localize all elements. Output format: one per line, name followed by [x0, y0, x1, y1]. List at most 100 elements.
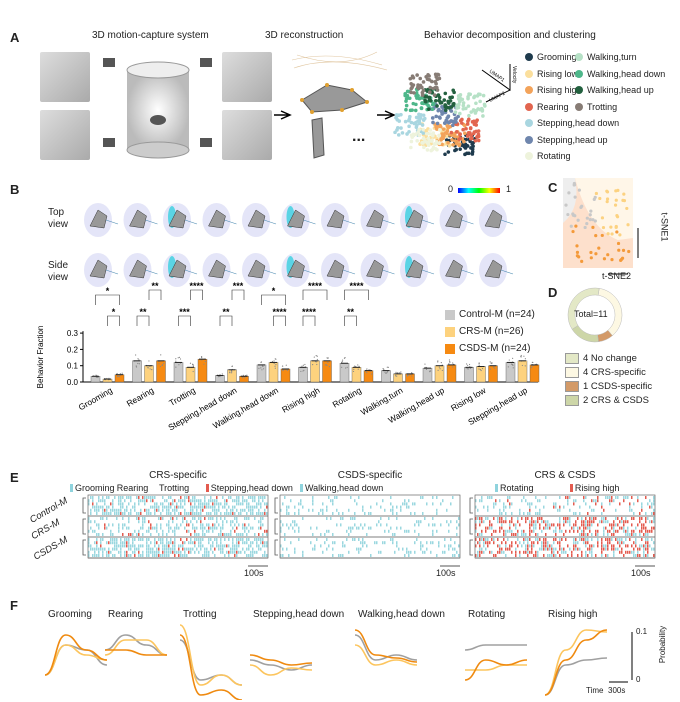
legend-label: Rising high	[537, 85, 582, 95]
ethogram-event	[172, 508, 174, 512]
ethogram-event	[204, 533, 206, 536]
ethogram-event	[240, 550, 242, 554]
ethogram-event	[527, 547, 529, 551]
ethogram-event	[168, 526, 170, 530]
ethogram-event	[615, 496, 617, 499]
ethogram-event	[487, 508, 489, 512]
behavior-title: Stepping,head down	[253, 609, 345, 620]
ethogram-event	[108, 550, 110, 554]
ethogram-event	[260, 541, 262, 545]
umap-point	[438, 116, 442, 120]
ethogram-event	[559, 526, 561, 530]
data-point	[357, 364, 359, 366]
significance-bracket	[219, 315, 233, 326]
ethogram-event	[493, 538, 495, 541]
ethogram-event	[88, 529, 90, 533]
tsne-point	[577, 188, 581, 192]
ethogram-event	[475, 526, 477, 530]
ethogram-event	[477, 508, 479, 512]
ethogram-event	[232, 550, 234, 554]
data-point	[301, 365, 303, 367]
ethogram-event	[380, 505, 382, 509]
umap-point	[433, 85, 438, 90]
ethogram-event	[246, 547, 248, 551]
ethogram-event	[264, 541, 266, 545]
ethogram-event	[635, 533, 637, 536]
umap-point	[443, 91, 448, 96]
ethogram-event	[294, 550, 296, 554]
ethogram-event	[118, 512, 120, 515]
ethogram-event	[168, 554, 170, 557]
ethogram-event	[230, 520, 232, 524]
ethogram-event	[358, 547, 360, 551]
ethogram-event	[410, 550, 412, 554]
tsne-point	[613, 203, 618, 207]
ethogram-event	[148, 547, 150, 551]
ethogram-event	[505, 520, 507, 524]
ethogram-event	[216, 508, 218, 512]
data-point	[316, 363, 318, 366]
ethogram-event	[190, 512, 192, 515]
ethogram-event	[170, 538, 172, 541]
ethogram-event	[555, 554, 557, 557]
ethogram-event	[138, 550, 140, 554]
ethogram-legend-item: Trotting	[159, 483, 189, 493]
umap-point	[431, 131, 436, 135]
ethogram-event	[563, 523, 565, 527]
ethogram-event	[140, 526, 142, 530]
ethogram-event	[637, 523, 639, 527]
panel-label-d: D	[548, 285, 558, 300]
ethogram-event	[128, 526, 130, 530]
ethogram-event	[192, 547, 194, 551]
ethogram-event	[258, 499, 260, 503]
ethogram-event	[242, 533, 244, 536]
umap-point	[427, 78, 432, 82]
ethogram	[82, 494, 269, 567]
ethogram-event	[631, 544, 633, 548]
umap-point	[411, 83, 416, 87]
ethogram-event	[404, 499, 406, 503]
ethogram-event	[162, 502, 164, 506]
ethogram-event	[529, 505, 531, 509]
ethogram-event	[158, 544, 160, 548]
ethogram-event	[545, 496, 547, 499]
ethogram-event	[653, 547, 655, 551]
ethogram-event	[392, 508, 394, 512]
ethogram-event	[589, 550, 591, 554]
ethogram-event	[110, 529, 112, 533]
legend-label: Grooming	[537, 52, 577, 62]
umap-point	[415, 138, 419, 143]
data-point	[370, 373, 373, 375]
bar	[132, 360, 142, 383]
ethogram-event	[406, 550, 408, 554]
ethogram-event	[635, 544, 637, 548]
probability-curve-plot	[179, 624, 243, 700]
ethogram-event	[294, 520, 296, 524]
ethogram-event	[575, 512, 577, 515]
ethogram-event	[352, 526, 354, 530]
ethogram-event	[593, 499, 595, 503]
ethogram-event	[194, 505, 196, 509]
umap-point	[435, 121, 440, 126]
ethogram-event	[262, 523, 264, 527]
ethogram-event	[589, 529, 591, 533]
ethogram-event	[591, 523, 593, 527]
time-scale-label: 100s	[631, 568, 651, 578]
data-point	[326, 357, 329, 359]
ethogram-event	[132, 544, 134, 548]
umap2-axis-label: UMAP2	[488, 91, 506, 104]
tsne-point	[575, 250, 580, 254]
umap-point	[443, 103, 447, 108]
ethogram-event	[517, 544, 519, 548]
capture-rig-diagram	[103, 58, 212, 159]
ethogram-event	[312, 502, 314, 506]
tsne-point	[594, 191, 598, 196]
ethogram-event	[162, 544, 164, 548]
ethogram-event	[440, 523, 442, 527]
ethogram-event	[118, 529, 120, 533]
ethogram-event	[426, 547, 428, 551]
ethogram-event	[126, 554, 128, 557]
ethogram-event	[166, 538, 168, 541]
ethogram-event	[487, 517, 489, 520]
ethogram-event	[585, 544, 587, 548]
